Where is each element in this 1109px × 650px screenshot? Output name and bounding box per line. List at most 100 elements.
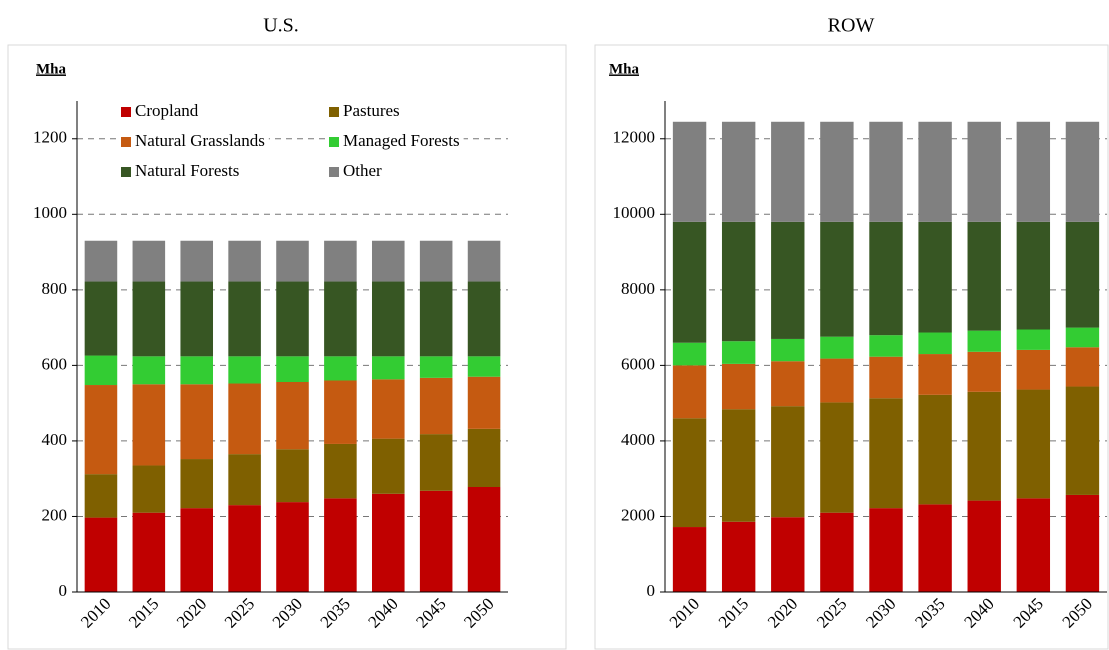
bar-segment bbox=[967, 221, 1001, 331]
x-tick-label: 2050 bbox=[460, 594, 497, 631]
bar-segment bbox=[1016, 389, 1051, 499]
y-tick-label: 1000 bbox=[33, 203, 67, 222]
chart-title: U.S. bbox=[263, 15, 299, 37]
legend-label: Natural Grasslands bbox=[135, 131, 265, 150]
bar-segment bbox=[324, 498, 357, 592]
legend-swatch bbox=[121, 107, 131, 117]
bar-segment bbox=[371, 493, 405, 592]
bar-segment bbox=[1065, 494, 1100, 592]
bar-segment bbox=[132, 356, 166, 385]
panel-frame bbox=[7, 44, 567, 650]
bar-segment bbox=[869, 356, 903, 399]
bar-segment bbox=[419, 281, 453, 357]
bar-segment bbox=[918, 354, 952, 395]
x-tick-label: 2020 bbox=[764, 594, 801, 631]
x-tick-label: 2045 bbox=[412, 594, 449, 631]
legend-label: Natural Forests bbox=[135, 161, 239, 180]
bar-segment bbox=[180, 384, 214, 460]
y-tick-label: 2000 bbox=[621, 505, 655, 524]
x-tick-label: 2030 bbox=[269, 594, 306, 631]
y-tick-label: 12000 bbox=[613, 128, 656, 147]
legend-background bbox=[327, 161, 386, 183]
bar-segment bbox=[132, 384, 166, 466]
bar-segment bbox=[276, 382, 309, 450]
bar-segment bbox=[180, 508, 214, 592]
bar-segment bbox=[84, 474, 118, 518]
bar-segment bbox=[672, 221, 707, 343]
x-tick-label: 2035 bbox=[317, 594, 354, 631]
bar-segment bbox=[967, 121, 1001, 222]
bar-segment bbox=[721, 363, 756, 410]
bar-segment bbox=[771, 121, 805, 222]
x-tick-label: 2015 bbox=[125, 594, 162, 631]
bar-segment bbox=[132, 465, 166, 513]
y-tick-label: 1200 bbox=[33, 128, 67, 147]
bar-segment bbox=[228, 240, 261, 282]
x-tick-label: 2015 bbox=[715, 594, 752, 631]
legend-label: Cropland bbox=[135, 101, 199, 120]
bar-segment bbox=[672, 527, 707, 592]
bar-segment bbox=[228, 356, 261, 384]
bar-segment bbox=[721, 121, 756, 222]
legend-label: Other bbox=[343, 161, 382, 180]
bar-segment bbox=[967, 330, 1001, 352]
bar-segment bbox=[180, 240, 214, 282]
bar-segment bbox=[967, 500, 1001, 592]
bar-segment bbox=[371, 438, 405, 494]
bar-segment bbox=[771, 517, 805, 592]
bar-segment bbox=[419, 356, 453, 378]
x-tick-label: 2010 bbox=[77, 594, 114, 631]
bar-segment bbox=[84, 281, 118, 356]
bar-segment bbox=[869, 335, 903, 357]
bar-segment bbox=[324, 380, 357, 444]
legend-label: Managed Forests bbox=[343, 131, 460, 150]
x-tick-label: 2050 bbox=[1059, 594, 1096, 631]
bar-segment bbox=[467, 376, 501, 429]
bar-segment bbox=[1065, 327, 1100, 348]
bar-segment bbox=[820, 121, 854, 222]
bar-segment bbox=[276, 356, 309, 383]
bar-segment bbox=[228, 454, 261, 506]
legend-background bbox=[119, 131, 269, 153]
bar-segment bbox=[84, 385, 118, 475]
bar-segment bbox=[869, 121, 903, 222]
bar-segment bbox=[228, 505, 261, 592]
bar-segment bbox=[918, 121, 952, 222]
bar-segment bbox=[467, 240, 501, 282]
bar-segment bbox=[721, 341, 756, 364]
bar-segment bbox=[419, 490, 453, 592]
bar-segment bbox=[672, 121, 707, 222]
bar-segment bbox=[419, 240, 453, 282]
legend-swatch bbox=[329, 167, 339, 177]
bar-segment bbox=[869, 508, 903, 592]
bar-segment bbox=[324, 240, 357, 282]
bar-segment bbox=[228, 383, 261, 455]
x-tick-label: 2035 bbox=[911, 594, 948, 631]
bar-segment bbox=[180, 459, 214, 509]
x-tick-label: 2020 bbox=[173, 594, 210, 631]
bar-segment bbox=[967, 391, 1001, 501]
x-tick-label: 2040 bbox=[960, 594, 997, 631]
bar-segment bbox=[1016, 329, 1051, 350]
bar-segment bbox=[1065, 386, 1100, 495]
x-tick-label: 2010 bbox=[666, 594, 703, 631]
y-tick-label: 0 bbox=[647, 581, 656, 600]
bar-segment bbox=[276, 240, 309, 282]
bar-segment bbox=[771, 406, 805, 518]
bar-segment bbox=[1016, 121, 1051, 222]
bar-segment bbox=[467, 428, 501, 488]
legend-swatch bbox=[121, 137, 131, 147]
bar-segment bbox=[820, 512, 854, 592]
bar-segment bbox=[869, 221, 903, 336]
bar-segment bbox=[276, 281, 309, 357]
bar-segment bbox=[1016, 221, 1051, 330]
bar-segment bbox=[820, 221, 854, 337]
bar-segment bbox=[672, 418, 707, 528]
legend-background bbox=[119, 101, 203, 123]
legend-label: Pastures bbox=[343, 101, 400, 120]
bar-segment bbox=[467, 281, 501, 357]
bar-segment bbox=[324, 356, 357, 381]
bar-segment bbox=[228, 281, 261, 357]
x-tick-label: 2045 bbox=[1009, 594, 1046, 631]
